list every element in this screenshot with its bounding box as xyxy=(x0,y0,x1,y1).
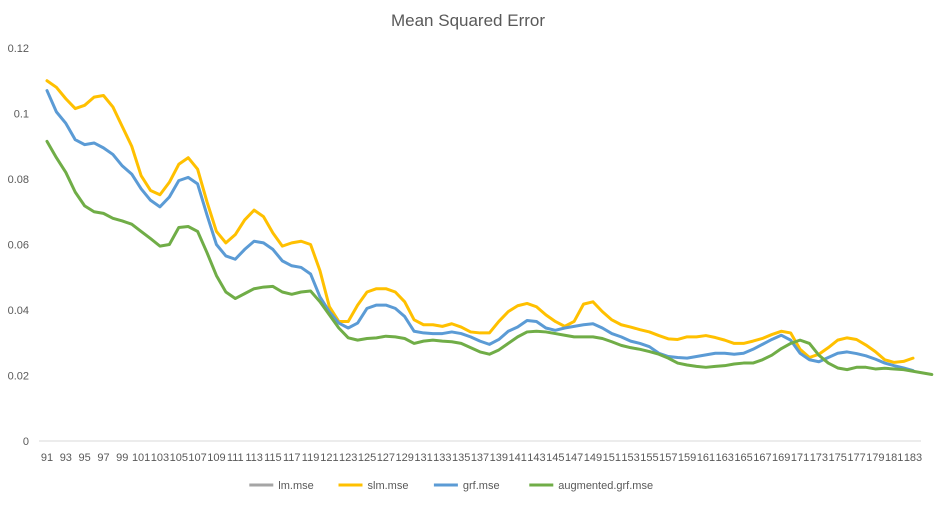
legend-label: augmented.grf.mse xyxy=(558,480,653,492)
x-tick-label: 117 xyxy=(283,452,301,464)
x-tick-label: 151 xyxy=(603,452,621,464)
x-tick-label: 165 xyxy=(734,452,752,464)
legend-item: grf.mse xyxy=(433,480,500,492)
x-tick-label: 137 xyxy=(471,452,489,464)
x-tick-label: 177 xyxy=(847,452,865,464)
x-tick-label: 149 xyxy=(584,452,602,464)
x-tick-label: 169 xyxy=(772,452,790,464)
x-tick-label: 139 xyxy=(490,452,508,464)
x-tick-label: 93 xyxy=(60,452,72,464)
x-tick-label: 135 xyxy=(452,452,470,464)
x-tick-label: 157 xyxy=(659,452,677,464)
legend-label: slm.mse xyxy=(368,480,409,492)
legend-label: lm.mse xyxy=(278,480,313,492)
y-tick-label: 0.04 xyxy=(8,305,29,317)
x-tick-label: 91 xyxy=(41,452,53,464)
x-tick-label: 121 xyxy=(320,452,338,464)
y-tick-label: 0 xyxy=(23,436,29,448)
y-tick-label: 0.08 xyxy=(8,174,29,186)
x-tick-label: 145 xyxy=(546,452,564,464)
legend-item: augmented.grf.mse xyxy=(529,480,653,492)
legend-item: slm.mse xyxy=(338,480,409,492)
x-tick-label: 129 xyxy=(396,452,414,464)
x-tick-label: 167 xyxy=(753,452,771,464)
x-tick-label: 179 xyxy=(866,452,884,464)
x-tick-label: 161 xyxy=(697,452,715,464)
x-tick-label: 147 xyxy=(565,452,583,464)
series-line-slm-mse xyxy=(45,79,915,364)
x-tick-label: 163 xyxy=(716,452,734,464)
x-tick-label: 97 xyxy=(97,452,109,464)
series-line-grf-mse xyxy=(45,89,915,373)
x-tick-label: 141 xyxy=(508,452,526,464)
x-tick-label: 155 xyxy=(640,452,658,464)
series-lines xyxy=(45,79,934,377)
x-tick-label: 119 xyxy=(302,452,320,464)
x-tick-label: 115 xyxy=(264,452,282,464)
x-tick-label: 99 xyxy=(116,452,128,464)
y-tick-label: 0.06 xyxy=(8,240,29,252)
x-tick-label: 183 xyxy=(904,452,922,464)
y-tick-label: 0.1 xyxy=(14,109,29,121)
x-tick-label: 105 xyxy=(170,452,188,464)
y-axis: 0 0.02 0.04 0.06 0.08 0.1 0.12 xyxy=(8,43,29,448)
x-tick-label: 133 xyxy=(433,452,451,464)
x-tick-label: 107 xyxy=(188,452,206,464)
x-tick-label: 131 xyxy=(414,452,432,464)
y-tick-label: 0.12 xyxy=(8,43,29,55)
x-tick-label: 127 xyxy=(377,452,395,464)
x-tick-label: 159 xyxy=(678,452,696,464)
legend-label: grf.mse xyxy=(463,480,500,492)
x-tick-label: 111 xyxy=(227,452,244,464)
x-tick-label: 95 xyxy=(79,452,91,464)
y-tick-label: 0.02 xyxy=(8,371,29,383)
x-tick-label: 125 xyxy=(358,452,376,464)
x-tick-label: 143 xyxy=(527,452,545,464)
x-axis: 91 93 95 97 99 101 103 105 107 109 111 113 115 117 119… xyxy=(39,440,922,464)
x-tick-label: 175 xyxy=(829,452,847,464)
x-tick-label: 173 xyxy=(810,452,828,464)
legend-item: lm.mse xyxy=(249,480,314,492)
chart-title: Mean Squared Error xyxy=(391,11,545,30)
x-tick-label: 103 xyxy=(151,452,169,464)
x-tick-label: 123 xyxy=(339,452,357,464)
x-tick-label: 113 xyxy=(245,452,263,464)
x-tick-label: 109 xyxy=(207,452,225,464)
series-line-augmented-grf-mse xyxy=(45,139,934,377)
legend: lm.mse slm.mse grf.mse augmented.grf.mse xyxy=(249,480,653,492)
x-tick-label: 101 xyxy=(132,452,150,464)
x-tick-label: 153 xyxy=(621,452,639,464)
x-tick-label: 171 xyxy=(791,452,809,464)
x-tick-label: 181 xyxy=(885,452,903,464)
